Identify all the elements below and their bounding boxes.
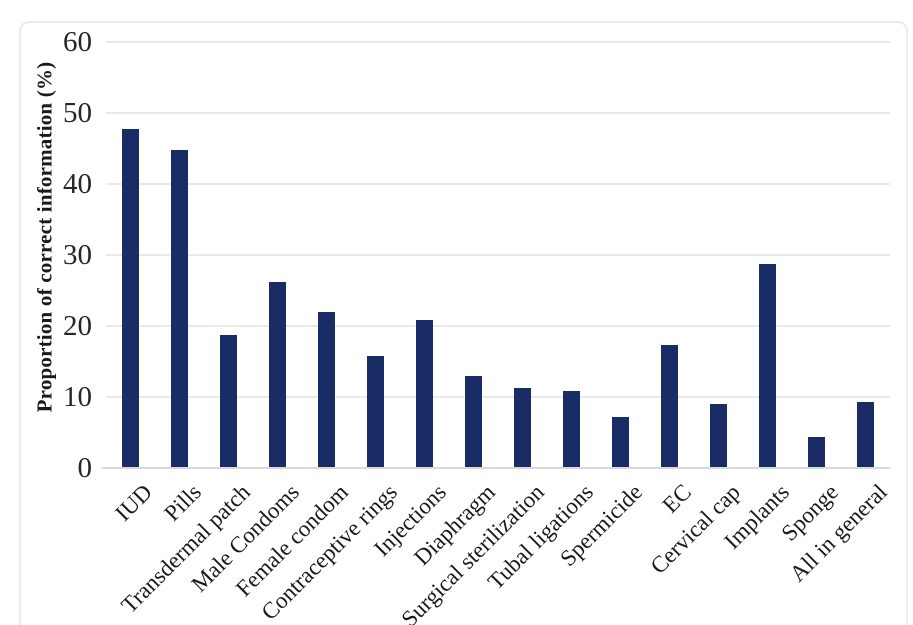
y-tick-label: 60 — [63, 26, 92, 58]
gridline — [106, 112, 890, 114]
x-axis-line — [102, 467, 890, 469]
bar — [710, 404, 727, 468]
bar — [416, 319, 433, 468]
plot-area: 0 10 20 30 40 50 60 IUD Pills Transdermal patch Ma… — [63, 27, 891, 625]
bar — [808, 436, 825, 468]
gridline — [106, 41, 890, 43]
gridline — [106, 254, 890, 256]
bar — [220, 334, 237, 468]
bar — [122, 129, 139, 468]
y-tick-label: 0 — [77, 452, 93, 484]
bar — [318, 311, 335, 468]
gridline — [106, 183, 890, 185]
bar — [857, 401, 874, 468]
bar — [759, 263, 776, 468]
gridline — [106, 396, 890, 398]
bar — [171, 149, 188, 468]
bar — [563, 390, 580, 468]
y-tick-label: 40 — [63, 168, 92, 200]
bar — [661, 345, 678, 468]
gridline — [106, 325, 890, 327]
bar — [514, 388, 531, 468]
chart-frame — [19, 21, 908, 625]
y-tick-label: 20 — [63, 310, 92, 342]
bar — [465, 376, 482, 468]
y-tick-label: 10 — [63, 381, 92, 413]
bar — [612, 416, 629, 468]
bar — [269, 281, 286, 468]
bar — [367, 355, 384, 468]
y-tick-label: 50 — [63, 97, 92, 129]
y-tick-label: 30 — [63, 239, 92, 271]
